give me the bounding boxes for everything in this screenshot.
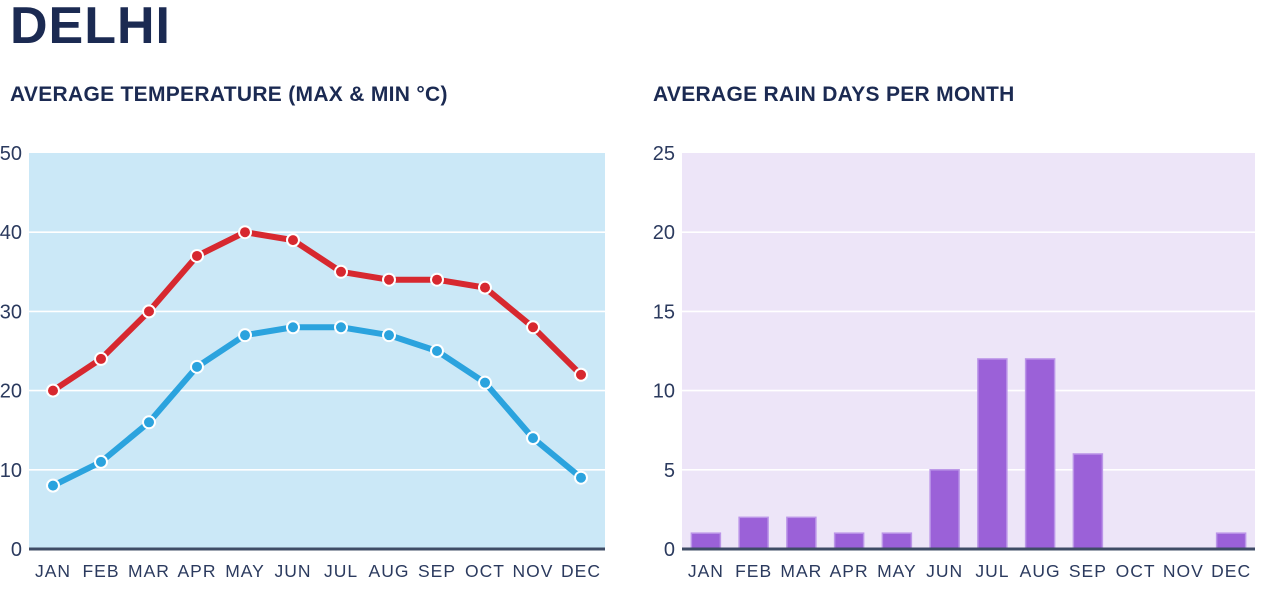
svg-text:DEC: DEC [561,561,601,581]
point-min-oct [478,375,492,390]
point-min-sep [430,344,444,358]
svg-text:JAN: JAN [688,561,724,581]
svg-text:25: 25 [653,143,675,165]
point-max-oct [478,280,492,295]
bar-dec [1215,532,1247,550]
point-max-jul [334,264,348,279]
svg-text:40: 40 [0,222,22,244]
svg-text:5: 5 [664,460,675,482]
svg-text:AUG: AUG [1020,561,1061,581]
svg-text:NOV: NOV [1163,561,1204,581]
point-max-sep [430,272,444,287]
point-max-feb [94,351,108,366]
rain-days-chart: 0 5 10 15 20 25 JAN FEB MAR APR MAY JUN JUL AUG SEP OCT… [653,143,1255,581]
svg-text:AUG: AUG [369,561,410,581]
svg-text:SEP: SEP [418,561,456,581]
svg-text:MAR: MAR [780,561,822,581]
temperature-chart-title: AVERAGE TEMPERATURE (MAX & MIN °C) [10,83,448,106]
point-min-mar [142,415,156,430]
point-max-may [238,225,252,240]
point-min-jan [46,478,60,493]
point-min-jul [334,320,348,335]
bar-may [881,532,913,550]
svg-text:FEB: FEB [735,561,772,581]
x-axis-labels: JAN FEB MAR APR MAY JUN JUL AUG SEP OCT NOV DEC [35,561,601,581]
svg-text:15: 15 [653,301,675,323]
svg-text:JUL: JUL [324,561,358,581]
x-axis-labels: JAN FEB MAR APR MAY JUN JUL AUG SEP OCT NOV DEC [688,561,1251,581]
y-axis-labels: 0 5 10 15 20 25 [653,143,675,561]
svg-text:DEC: DEC [1211,561,1251,581]
svg-text:10: 10 [653,381,675,403]
point-min-dec [574,470,588,485]
bar-mar [786,516,817,550]
svg-text:FEB: FEB [82,561,119,581]
gridlines [29,231,605,471]
svg-text:10: 10 [0,460,22,482]
svg-text:JUN: JUN [274,561,311,581]
point-max-mar [142,304,156,319]
point-min-feb [94,454,108,469]
svg-text:JUL: JUL [975,561,1009,581]
point-max-dec [574,367,588,382]
point-min-apr [190,359,204,374]
svg-text:JAN: JAN [35,561,71,581]
series-min [46,320,588,493]
bars [690,358,1247,550]
temperature-chart: 0 10 20 30 40 50 JAN FEB MAR APR MAY JUN JUL AUG SEP OC… [0,143,605,581]
point-min-nov [526,431,540,446]
bar-jun [929,469,960,550]
svg-text:NOV: NOV [513,561,554,581]
svg-text:JUN: JUN [926,561,963,581]
bar-aug [1024,358,1056,550]
bar-apr [833,532,865,550]
y-axis-labels: 0 10 20 30 40 50 [0,143,22,561]
svg-text:APR: APR [830,561,869,581]
bar-sep [1072,453,1104,550]
plot-area [682,153,1255,549]
svg-text:0: 0 [664,539,675,561]
svg-text:MAR: MAR [128,561,170,581]
svg-text:20: 20 [0,381,22,403]
bar-jan [690,532,722,550]
svg-text:MAY: MAY [225,561,265,581]
x-axis-line [682,547,1255,551]
point-max-nov [526,320,540,335]
svg-text:30: 30 [0,301,22,323]
point-max-aug [382,272,396,287]
point-min-aug [382,328,396,343]
svg-text:20: 20 [653,222,675,244]
x-axis-line [29,547,605,551]
svg-text:OCT: OCT [1116,561,1156,581]
gridlines [682,231,1255,471]
plot-area [29,153,605,549]
series-max [46,225,588,398]
svg-text:OCT: OCT [465,561,505,581]
svg-text:50: 50 [0,143,22,165]
point-max-jan [46,383,60,398]
svg-text:0: 0 [11,539,22,561]
point-min-jun [286,320,300,335]
point-min-may [238,328,252,343]
bar-jul [977,358,1008,550]
point-max-apr [190,248,204,263]
bar-feb [738,516,769,550]
svg-text:SEP: SEP [1069,561,1107,581]
rain-days-chart-title: AVERAGE RAIN DAYS PER MONTH [653,83,1015,106]
page-title: DELHI [10,0,171,55]
svg-text:APR: APR [178,561,217,581]
point-max-jun [286,233,300,248]
svg-text:MAY: MAY [877,561,917,581]
